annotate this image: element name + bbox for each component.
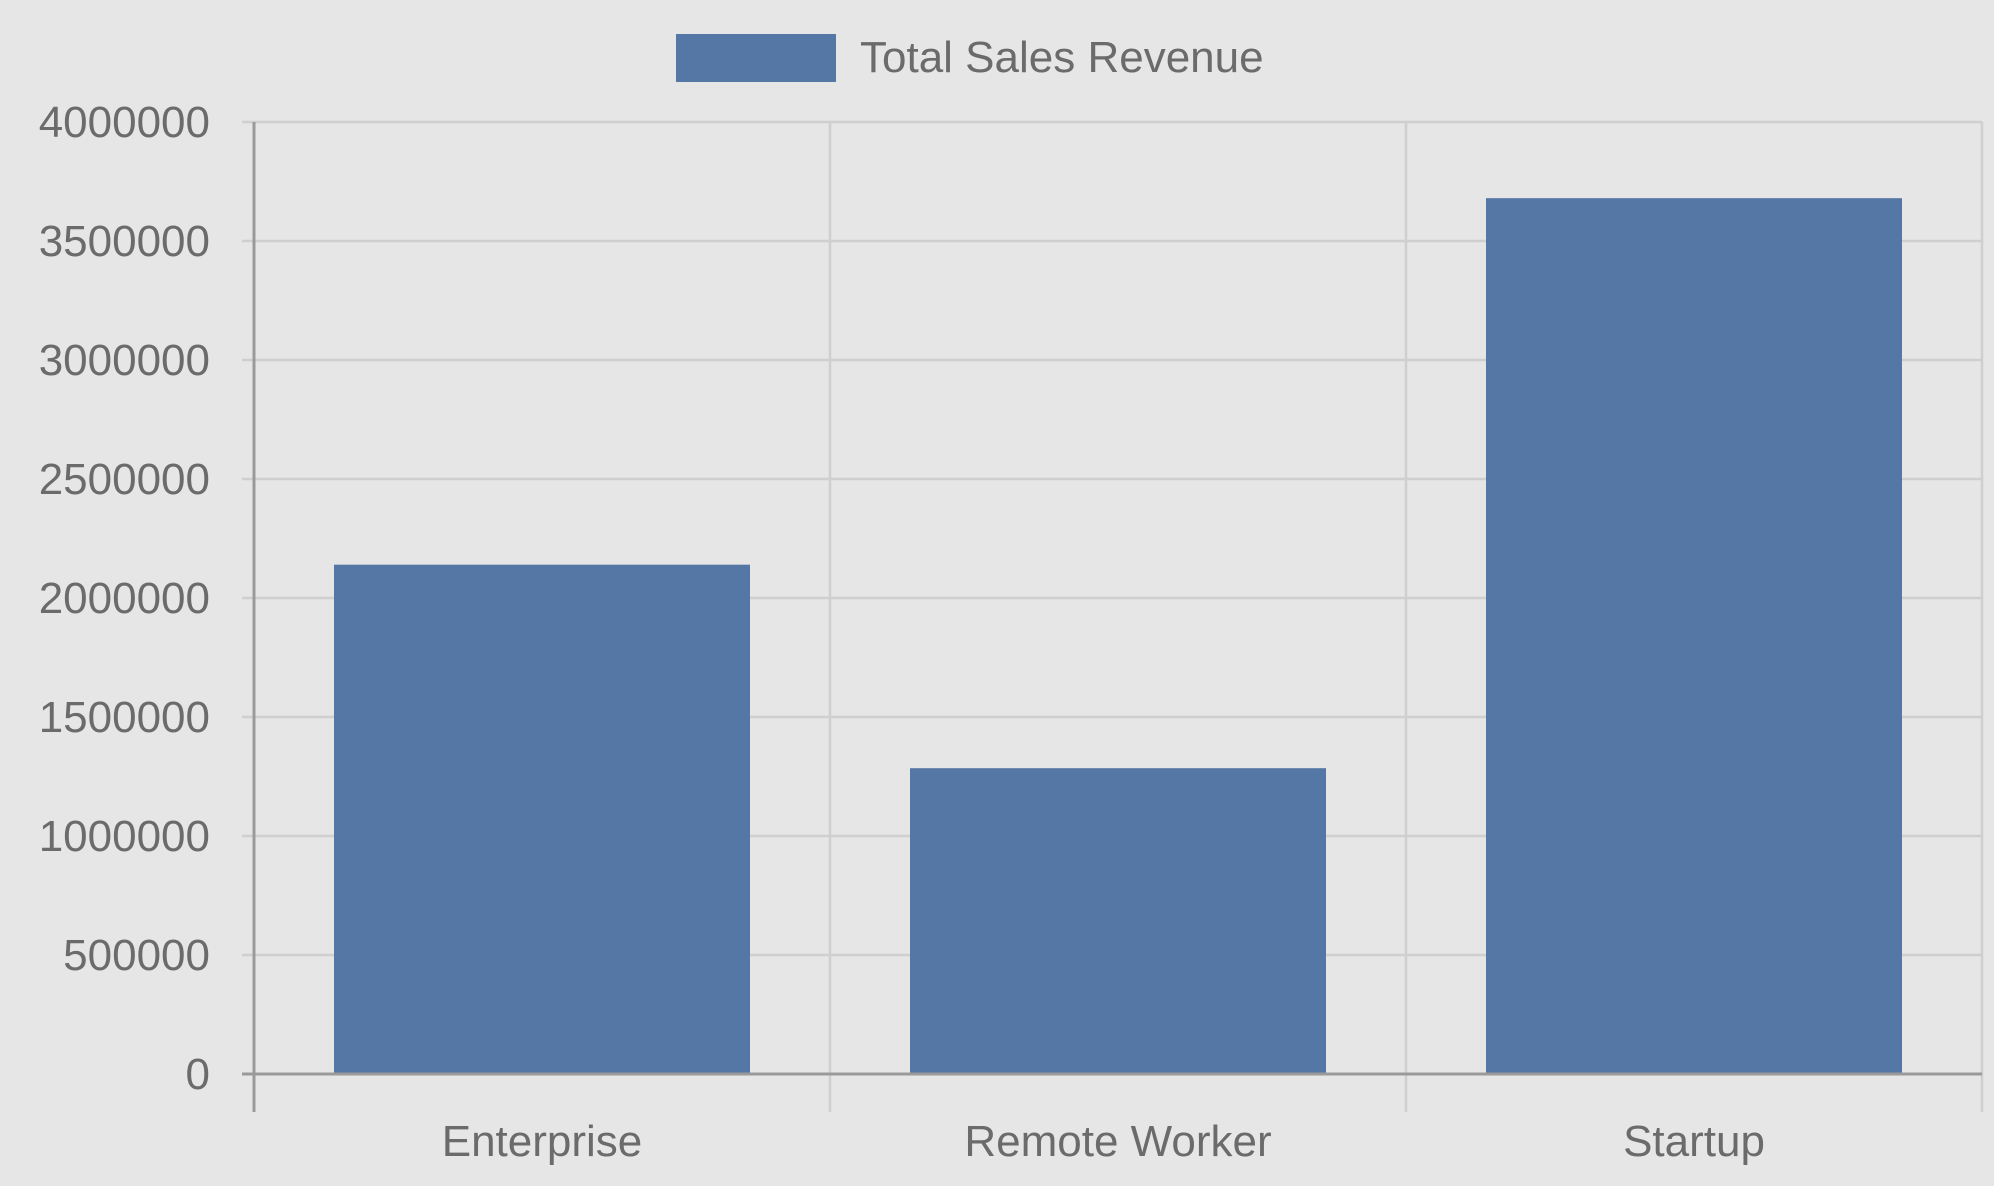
y-tick-label: 0 <box>186 1050 210 1099</box>
y-tick-label: 500000 <box>63 931 210 980</box>
y-tick-label: 1000000 <box>39 812 210 861</box>
y-tick-label: 1500000 <box>39 693 210 742</box>
y-tick-label: 2000000 <box>39 574 210 623</box>
y-tick-labels: 0 500000 1000000 1500000 2000000 2500000 30000… <box>39 98 210 1099</box>
bar-startup[interactable] <box>1486 198 1902 1074</box>
bar-enterprise[interactable] <box>334 564 750 1074</box>
y-tick-label: 3000000 <box>39 336 210 385</box>
x-category-label: Enterprise <box>442 1117 643 1166</box>
x-category-label: Remote Worker <box>964 1117 1271 1166</box>
legend-swatch <box>676 34 836 82</box>
legend-label: Total Sales Revenue <box>860 33 1264 82</box>
y-tick-label: 3500000 <box>39 217 210 266</box>
x-category-label: Startup <box>1623 1117 1765 1166</box>
axes <box>242 122 1982 1112</box>
y-tick-label: 4000000 <box>39 98 210 147</box>
x-category-labels: Enterprise Remote Worker Startup <box>442 1117 1765 1166</box>
y-tick-label: 2500000 <box>39 455 210 504</box>
legend[interactable]: Total Sales Revenue <box>676 33 1264 82</box>
bars <box>334 198 1902 1074</box>
bar-remote-worker[interactable] <box>910 768 1326 1074</box>
